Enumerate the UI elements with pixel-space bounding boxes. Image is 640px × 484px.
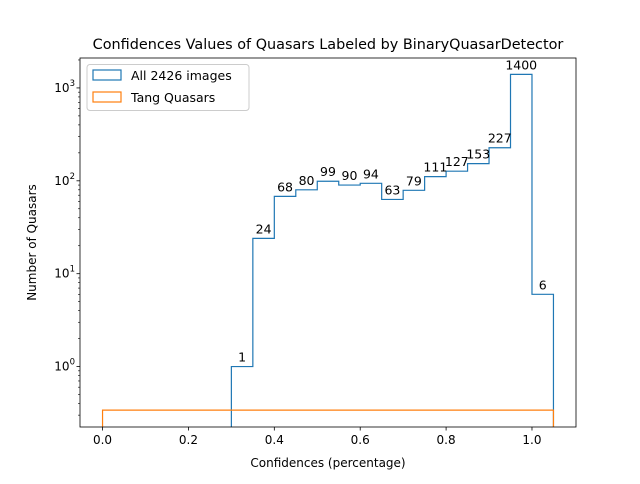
x-tick-label: 1.0 (522, 433, 541, 447)
bar-value-label: 24 (256, 221, 272, 236)
bar-value-label: 68 (277, 179, 293, 194)
x-tick-label: 0.6 (351, 433, 370, 447)
x-tick-label: 0.4 (265, 433, 284, 447)
y-tick-exponent: 2 (70, 172, 75, 182)
legend-entry-label: All 2426 images (131, 68, 232, 83)
x-tick-label: 0.2 (179, 433, 198, 447)
bar-value-label: 127 (445, 154, 469, 169)
y-tick-exponent: 1 (70, 265, 75, 275)
bar-value-label: 63 (384, 182, 400, 197)
bar-value-label: 80 (299, 173, 315, 188)
bar-value-label: 90 (342, 168, 358, 183)
bar-value-label: 94 (363, 166, 379, 181)
y-tick-label: 102 (54, 172, 75, 188)
y-tick-base: 10 (54, 81, 69, 95)
y-tick-label: 101 (54, 265, 75, 281)
legend-entry-label: Tang Quasars (130, 90, 215, 105)
x-axis-label: Confidences (percentage) (250, 456, 405, 470)
bar-value-label: 99 (320, 164, 336, 179)
bar-value-label: 153 (466, 147, 490, 162)
chart-title: Confidences Values of Quasars Labeled by… (93, 37, 564, 53)
y-tick-exponent: 3 (70, 79, 75, 89)
bar-value-label: 79 (406, 173, 422, 188)
bar-value-label: 1 (238, 350, 246, 365)
y-axis-label: Number of Quasars (25, 184, 39, 301)
y-tick-base: 10 (54, 267, 69, 281)
y-tick-base: 10 (54, 174, 69, 188)
legend-swatch (92, 69, 122, 81)
plot-area-frame (79, 57, 577, 428)
legend-frame (86, 64, 250, 111)
bar-value-label: 227 (488, 131, 512, 146)
series-all-images-step (230, 73, 555, 427)
legend: All 2426 images Tang Quasars (86, 64, 250, 111)
y-tick-exponent: 0 (70, 358, 75, 368)
y-tick-label: 100 (54, 358, 75, 374)
series-layer (101, 73, 555, 427)
y-tick-base: 10 (54, 360, 69, 374)
legend-swatch (92, 91, 122, 103)
bar-value-label: 6 (539, 277, 547, 292)
x-tick-label: 0.8 (437, 433, 456, 447)
bar-value-label: 1400 (505, 57, 537, 72)
bar-value-label: 111 (423, 160, 447, 175)
series-tang-quasars-step (101, 409, 555, 427)
x-tick-label: 0.0 (93, 433, 112, 447)
y-tick-label: 103 (54, 79, 75, 95)
